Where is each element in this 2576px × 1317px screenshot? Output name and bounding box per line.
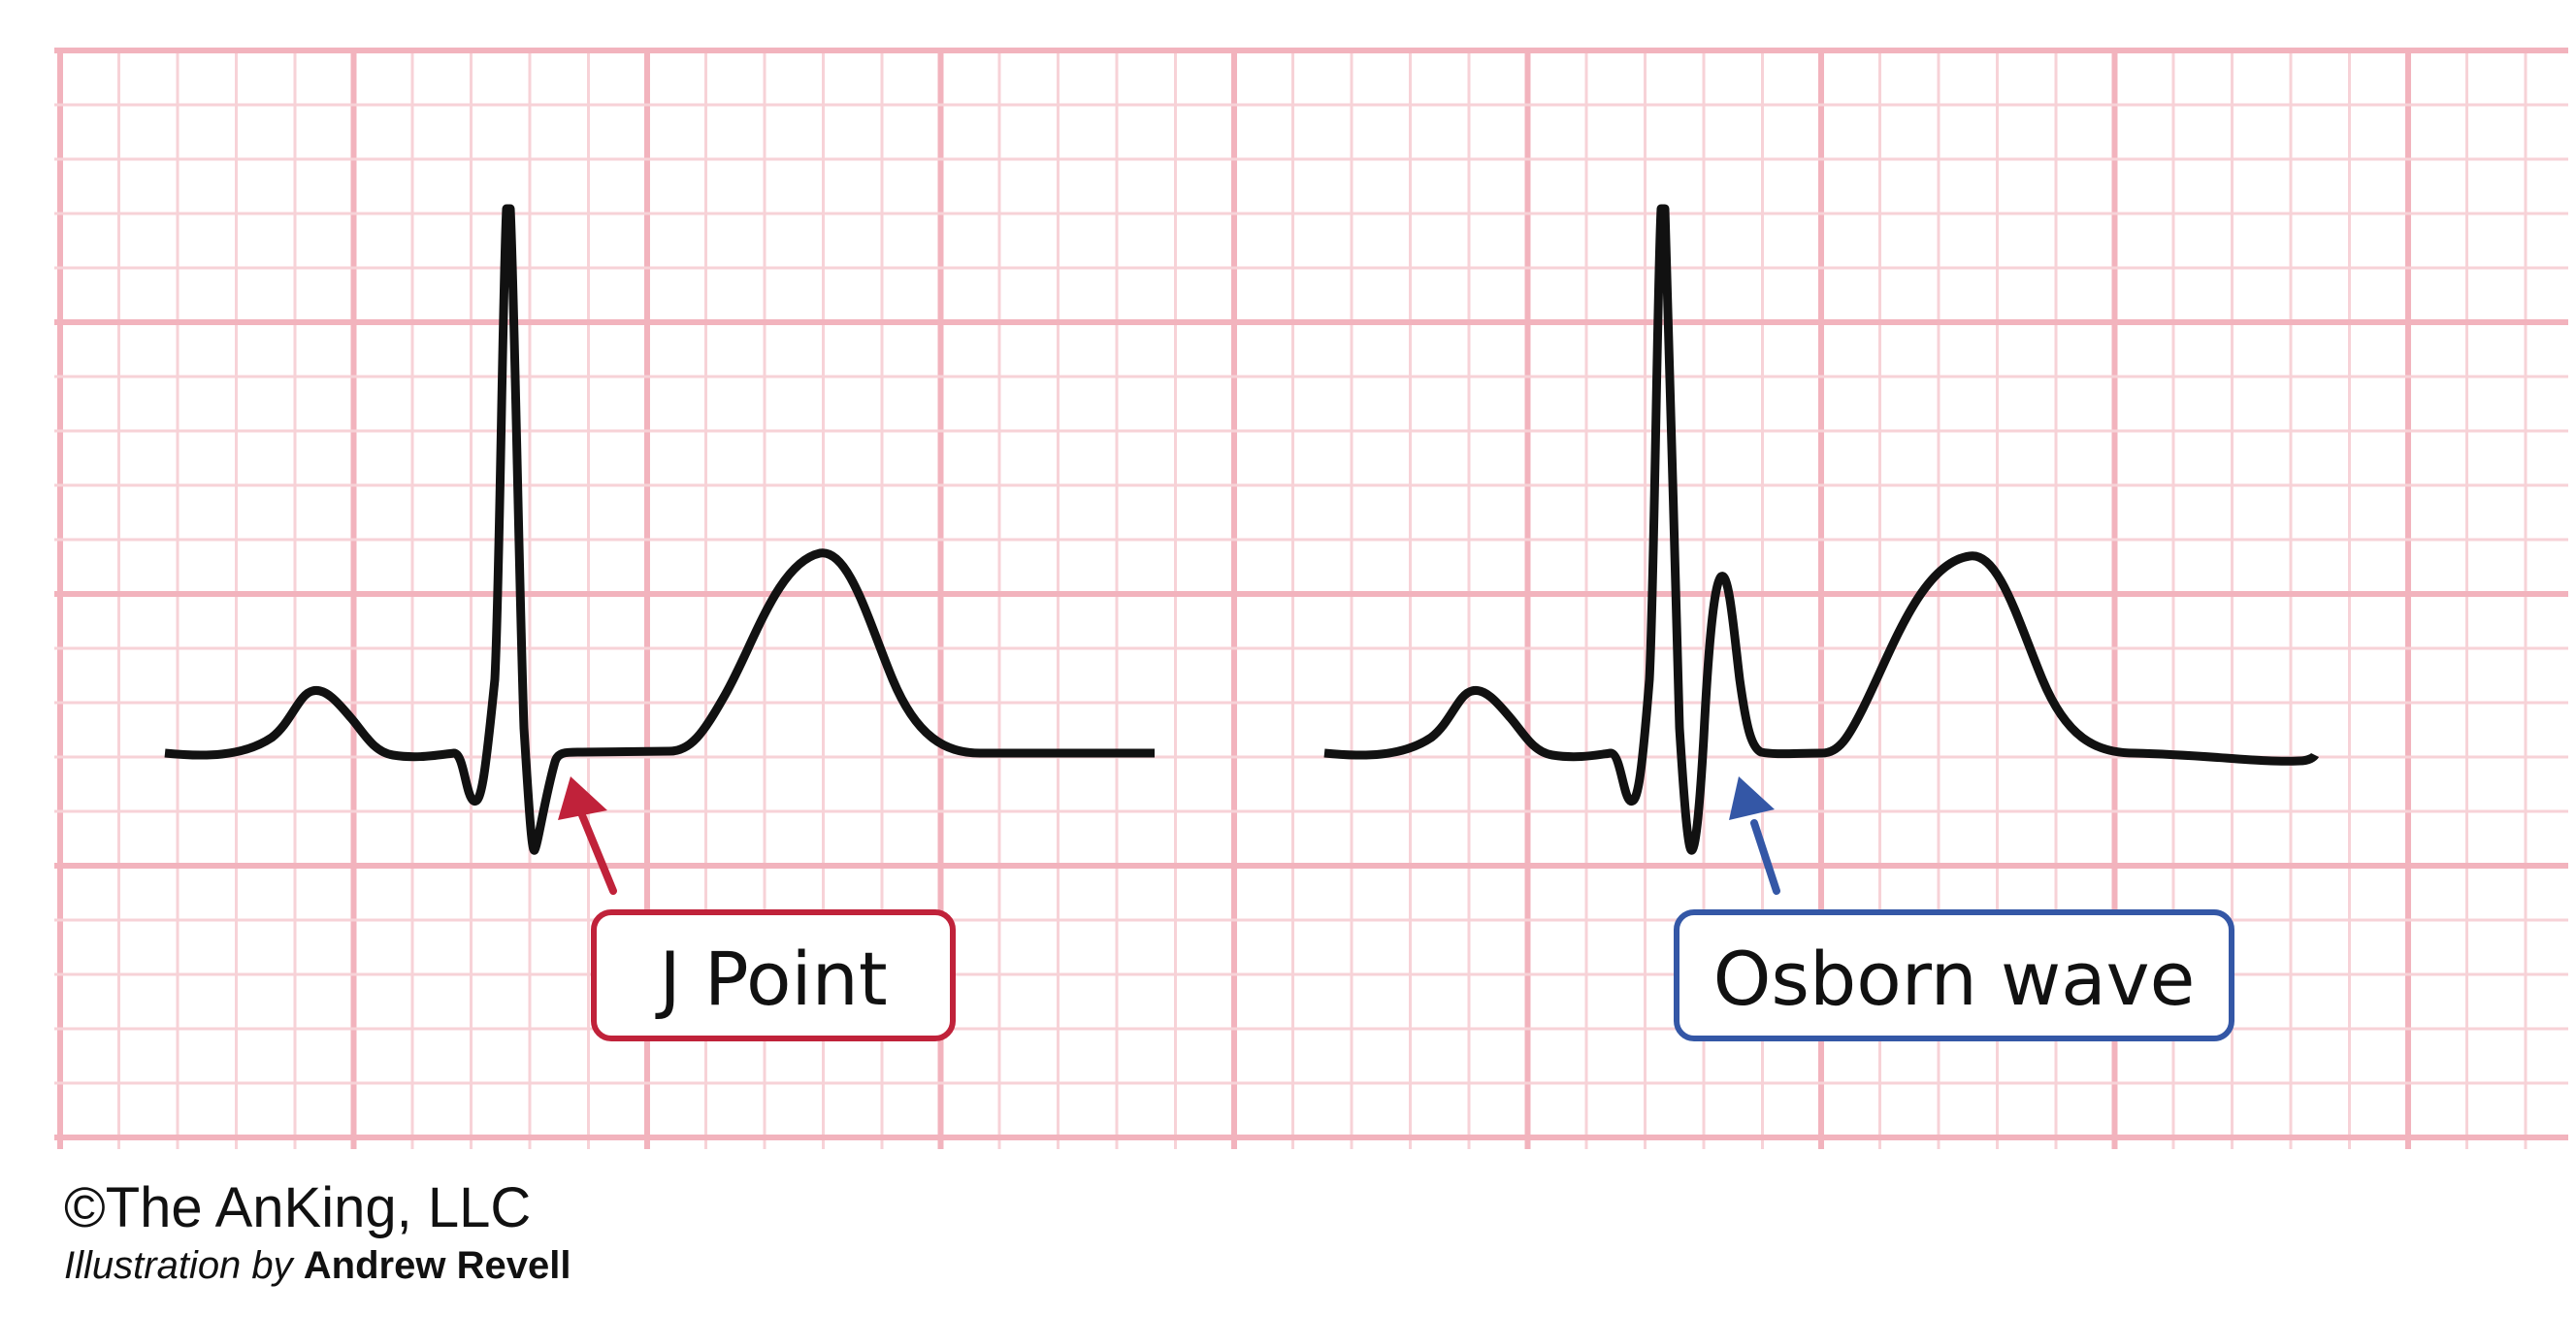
- j-point-label-box: [591, 909, 956, 1041]
- copyright-text: ©The AnKing, LLC: [64, 1176, 532, 1239]
- osborn-wave-callout: Osborn wave: [1674, 776, 2234, 1041]
- illustration-author: Andrew Revell: [303, 1244, 571, 1287]
- osborn-wave-arrowhead: [1729, 776, 1775, 820]
- osborn-wave-arrow-shaft: [1750, 819, 1780, 895]
- j-point-arrow-shaft: [578, 811, 617, 895]
- ecg-trace-osborn-wave: [1323, 204, 2320, 855]
- credit-block: ©The AnKing, LLC Illustration by Andrew …: [64, 1176, 571, 1291]
- ecg-trace-normal-j-point: [164, 204, 1155, 855]
- osborn-wave-label-box: [1674, 909, 2234, 1041]
- j-point-arrowhead: [558, 776, 607, 820]
- illustration-credit: Illustration by Andrew Revell: [64, 1240, 571, 1291]
- illustration-prefix: Illustration by: [64, 1244, 293, 1287]
- osborn-wave-label: Osborn wave: [1713, 936, 2196, 1022]
- j-point-callout: J Point: [558, 776, 956, 1041]
- j-point-label: J Point: [655, 936, 887, 1022]
